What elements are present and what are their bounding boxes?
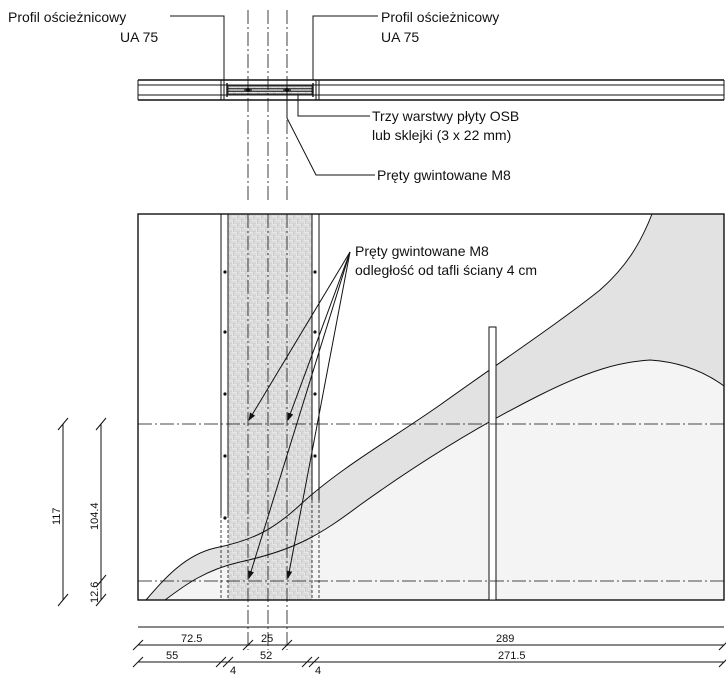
dim-row1-middle: 25: [261, 633, 273, 645]
label-profile-left-line1: Profil ościeżnicowy: [8, 9, 126, 25]
dim-vertical-total: 117: [51, 507, 63, 525]
stair-fill-lower: [165, 360, 724, 600]
elevation-view: Pręty gwintowane M8 odległość od tafli ś…: [137, 213, 725, 650]
label-rods-top: Pręty gwintowane M8: [377, 167, 511, 183]
osb-layers-plan: [227, 85, 313, 95]
dim-row2-middle: 52: [260, 650, 272, 662]
wall-section: [137, 79, 725, 101]
rod-leaders-elevation: [248, 251, 351, 579]
leader-osb: [297, 95, 370, 117]
axis-lines-plan: [247, 10, 288, 200]
dim-row2-left: 55: [166, 650, 178, 662]
dim-small-a: 4: [230, 665, 236, 675]
osb-panel-elevation: [228, 214, 312, 600]
plan-view: Profil ościeżnicowy UA 75 Profil ościeżn…: [8, 9, 725, 200]
leader-rods-top: [286, 92, 375, 176]
label-osb-line1: Trzy warstwy płyty OSB: [372, 108, 519, 124]
dim-vertical-upper: 104.4: [89, 502, 101, 530]
leader-profile-left: [170, 15, 225, 80]
dim-row2-right: 271.5: [498, 650, 526, 662]
wall-outline: [137, 213, 725, 601]
stair-curves: [145, 213, 725, 601]
leader-profile-right: [312, 15, 378, 80]
label-profile-left-line2: UA 75: [120, 29, 158, 45]
label-profile-right-line2: UA 75: [381, 29, 419, 45]
frame-profiles-plan: [220, 79, 320, 101]
label-osb-line2: lub sklejki (3 x 22 mm): [372, 127, 511, 143]
handrail-post: [488, 326, 497, 601]
dim-vertical-lower: 12.6: [89, 582, 101, 603]
label-rods-elev-line2: odległość od tafli ściany 4 cm: [355, 262, 537, 278]
horizontal-dimensions: 72.5 25 289 55 52 271.5 4 4: [132, 626, 726, 675]
vertical-dimensions: 117 104.4 12.6: [51, 417, 107, 607]
label-rods-elev-line1: Pręty gwintowane M8: [355, 243, 489, 259]
fixing-dots: [223, 270, 317, 520]
dim-row1-left: 72.5: [181, 633, 202, 645]
dim-row1-right: 289: [496, 633, 514, 645]
dim-small-b: 4: [315, 665, 321, 675]
label-profile-right-line1: Profil ościeżnicowy: [381, 9, 499, 25]
